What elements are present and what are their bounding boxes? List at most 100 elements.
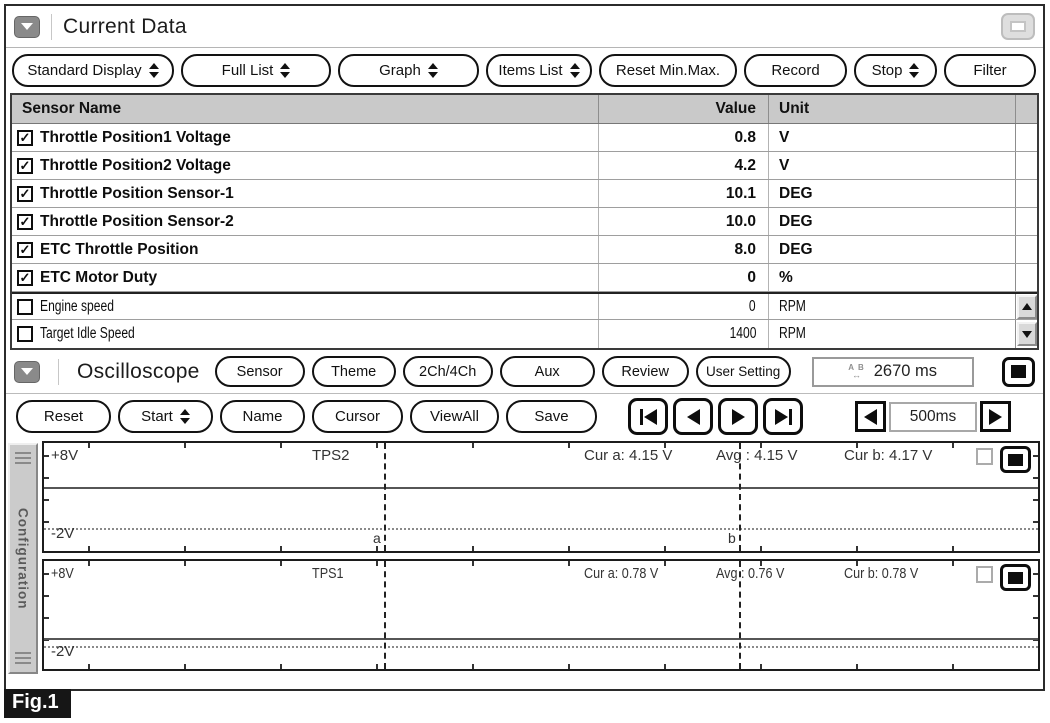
table-row[interactable]: ✓ Throttle Position Sensor-2 10.0 DEG: [12, 208, 1037, 236]
oscilloscope-dropdown-button[interactable]: [14, 360, 40, 383]
table-row[interactable]: ✓ Throttle Position Sensor-1 10.1 DEG: [12, 180, 1037, 208]
table-row[interactable]: ✓ ETC Throttle Position 8.0 DEG: [12, 236, 1037, 264]
row-checkbox[interactable]: ✓: [17, 129, 33, 146]
user-setting-button[interactable]: User Setting: [695, 356, 791, 387]
reset-button[interactable]: Reset: [16, 400, 111, 433]
current-data-dropdown-button[interactable]: [14, 15, 40, 38]
sensor-unit: DEG: [768, 208, 1015, 235]
configuration-tab-label: Configuration: [15, 507, 31, 610]
filter-button[interactable]: Filter: [944, 54, 1036, 87]
restore-icon: [1010, 21, 1026, 32]
configuration-tab[interactable]: Configuration: [8, 443, 38, 674]
sensor-unit: DEG: [768, 236, 1015, 263]
sensor-unit: %: [768, 264, 1015, 291]
sensor-name: Throttle Position Sensor-1: [40, 184, 234, 202]
cursor-ab-time-icon: A B ↔: [848, 362, 865, 380]
table-row[interactable]: Target Idle Speed 1400 RPM: [12, 320, 1037, 348]
volt-top-label: +8V: [51, 565, 74, 582]
stop-square-icon: [1008, 571, 1023, 584]
review-button[interactable]: Review: [601, 356, 689, 387]
grip-icon: [15, 651, 31, 665]
arrow-down-icon: [1021, 330, 1032, 338]
step-back-button[interactable]: [673, 398, 713, 435]
volt-top-label: +8V: [51, 447, 79, 464]
sensor-value: 0.8: [598, 124, 768, 151]
aux-button[interactable]: Aux: [499, 356, 595, 387]
cursor-a-line[interactable]: [384, 443, 386, 551]
start-select[interactable]: Start: [118, 400, 213, 433]
figure-label: Fig.1: [4, 689, 71, 718]
table-row[interactable]: ✓ ETC Motor Duty 0 %: [12, 264, 1037, 292]
reset-min-max-button[interactable]: Reset Min.Max.: [599, 54, 737, 87]
scope-channel-tps1: +8V TPS1 Cur a: 0.78 V Avg : 0.76 V Cur …: [42, 559, 1040, 671]
ab-time-display: A B ↔ 2670 ms: [811, 356, 974, 387]
timebase-decrease-button[interactable]: [855, 401, 886, 432]
record-button[interactable]: Record: [744, 54, 847, 87]
sensor-table: Sensor Name Value Unit ✓ Throttle Positio…: [10, 93, 1039, 350]
2ch-4ch-button[interactable]: 2Ch/4Ch: [402, 356, 493, 387]
table-row[interactable]: Engine speed 0 RPM: [12, 292, 1037, 320]
column-header-value: Value: [598, 95, 768, 123]
ab-time-value: 2670 ms: [873, 362, 938, 380]
scroll-up-button[interactable]: [1016, 294, 1037, 319]
scroll-down-button[interactable]: [1016, 322, 1037, 346]
forward-icon: [731, 408, 745, 425]
sensor-name: Engine speed: [40, 297, 114, 315]
step-forward-button[interactable]: [718, 398, 758, 435]
name-button[interactable]: Name: [220, 400, 305, 433]
row-checkbox[interactable]: [17, 326, 33, 342]
sensor-button[interactable]: Sensor: [214, 356, 305, 387]
table-row[interactable]: ✓ Throttle Position2 Voltage 4.2 V: [12, 152, 1037, 180]
row-checkbox[interactable]: ✓: [17, 269, 33, 286]
volt-bottom-label: -2V: [51, 643, 75, 660]
spinner-icon: [909, 63, 920, 78]
row-checkbox[interactable]: [17, 298, 33, 315]
channel-stop-button[interactable]: [1000, 564, 1031, 591]
sensor-value: 10.0: [598, 208, 768, 235]
stop-select[interactable]: Stop: [854, 54, 937, 87]
full-list-select[interactable]: Full List: [181, 54, 331, 87]
column-header-unit: Unit: [768, 95, 1015, 123]
channel-stop-button[interactable]: [1000, 446, 1031, 473]
cursor-b-value: Cur b: 0.78 V: [844, 565, 919, 582]
row-checkbox[interactable]: ✓: [17, 213, 33, 230]
cursor-b-line[interactable]: [739, 443, 741, 551]
cursor-a-line[interactable]: [384, 561, 386, 669]
stop-square-icon: [1008, 453, 1023, 466]
oscilloscope-title: Oscilloscope: [77, 359, 200, 383]
save-button[interactable]: Save: [506, 400, 597, 433]
timebase-increase-button[interactable]: [980, 401, 1011, 432]
sensor-name: ETC Motor Duty: [40, 268, 158, 286]
sensor-value: 4.2: [598, 152, 768, 179]
cursor-button[interactable]: Cursor: [312, 400, 403, 433]
spinner-icon: [179, 409, 190, 424]
main-window: Current Data Standard Display Full List …: [4, 4, 1045, 691]
sensor-name: Throttle Position2 Voltage: [40, 156, 231, 174]
oscilloscope-titlebar: Oscilloscope Sensor Theme 2Ch/4Ch Aux Re…: [6, 350, 1043, 394]
cursor-a-value: Cur a: 0.78 V: [584, 565, 659, 582]
table-row[interactable]: ✓ Throttle Position1 Voltage 0.8 V: [12, 124, 1037, 152]
row-checkbox[interactable]: ✓: [17, 157, 33, 174]
row-checkbox[interactable]: ✓: [17, 185, 33, 202]
row-checkbox[interactable]: ✓: [17, 241, 33, 258]
graph-select[interactable]: Graph: [338, 54, 479, 87]
stop-square-icon: [1011, 365, 1026, 378]
skip-to-start-button[interactable]: [628, 398, 668, 435]
channel-checkbox[interactable]: [976, 448, 993, 465]
theme-button[interactable]: Theme: [311, 356, 396, 387]
page-title: Current Data: [63, 14, 187, 38]
sensor-name: Throttle Position1 Voltage: [40, 128, 231, 146]
average-value: Avg : 4.15 V: [716, 447, 798, 464]
skip-to-end-button[interactable]: [763, 398, 803, 435]
standard-display-select[interactable]: Standard Display: [12, 54, 174, 87]
window-restore-button[interactable]: [1001, 13, 1035, 40]
back-icon: [686, 408, 700, 425]
channel-checkbox[interactable]: [976, 566, 993, 583]
items-list-select[interactable]: Items List: [486, 54, 592, 87]
scrollbar-header-strip: [1015, 95, 1037, 123]
cursor-b-value: Cur b: 4.17 V: [844, 447, 933, 464]
signal-trace: [44, 487, 1038, 489]
view-all-button[interactable]: ViewAll: [410, 400, 499, 433]
scope-stop-button[interactable]: [1002, 356, 1035, 387]
cursor-b-line[interactable]: [739, 561, 741, 669]
